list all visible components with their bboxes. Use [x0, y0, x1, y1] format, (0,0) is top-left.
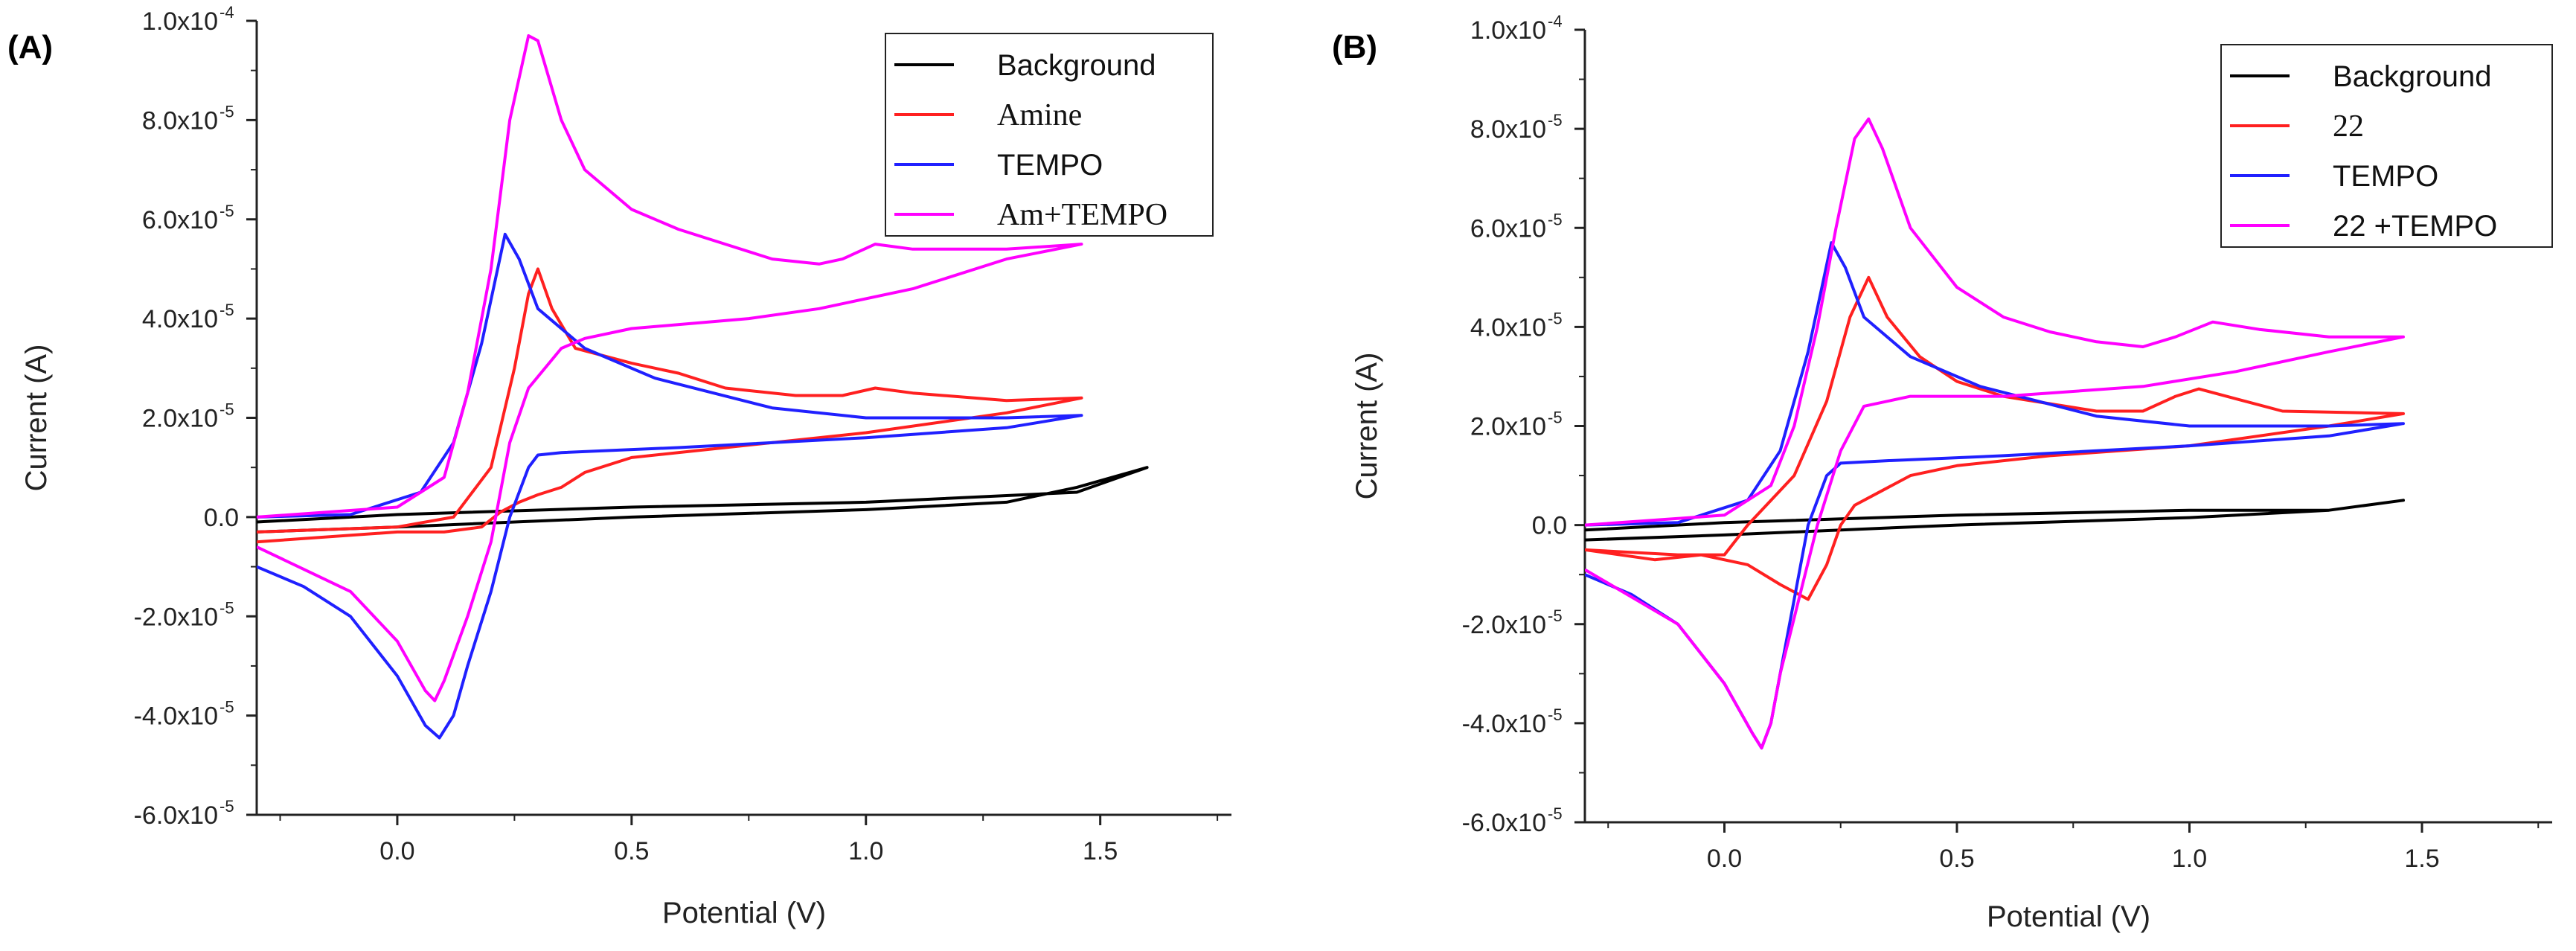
- y-tick-exponent: -5: [1548, 210, 1563, 228]
- panel-a: (A)1.0x10 -48.0x10 -56.0x10 -54.0x10 -52.0x1…: [7, 3, 1231, 929]
- legend-label: Am+TEMPO: [997, 198, 1167, 232]
- y-tick-label: 1.0x10: [1470, 16, 1546, 45]
- x-tick-label: 0.5: [1939, 845, 1974, 873]
- x-tick-label: 1.0: [2172, 845, 2207, 873]
- y-tick-label: 2.0x10: [1470, 413, 1546, 441]
- x-tick-label: 1.5: [2404, 845, 2439, 873]
- y-tick-exponent: -5: [220, 102, 234, 121]
- x-tick-label: 0.0: [379, 837, 414, 865]
- y-tick-label: 0.0: [204, 504, 239, 532]
- legend-label: 22: [2333, 109, 2364, 144]
- y-tick-label: 4.0x10: [1470, 313, 1546, 342]
- panel-b: (B) 1.0x10 -48.0x10 -56.0x10 -54.0x10 -52.0x1…: [1332, 12, 2553, 933]
- x-tick-label: 1.5: [1083, 837, 1118, 865]
- y-tick-label: 0.0: [1532, 512, 1567, 540]
- series-line-22: [1585, 275, 2405, 601]
- x-tick-label: 0.5: [614, 837, 649, 865]
- y-tick-exponent: -5: [220, 400, 234, 419]
- x-tick-label: 1.0: [848, 837, 883, 865]
- y-tick-label: -6.0x10: [1462, 809, 1546, 837]
- y-tick-exponent: -5: [220, 797, 234, 816]
- series-line-tempo: [1585, 241, 2405, 750]
- y-tick-exponent: -4: [220, 3, 234, 22]
- y-tick-label: 8.0x10: [142, 106, 218, 135]
- y-tick-exponent: -5: [1548, 111, 1563, 129]
- x-axis-title: Potential (V): [662, 897, 826, 929]
- y-tick-exponent: -5: [1548, 705, 1563, 724]
- y-tick-label: 4.0x10: [142, 305, 218, 333]
- y-tick-exponent: -5: [1548, 804, 1563, 823]
- y-tick-label: 1.0x10: [142, 7, 218, 36]
- y-tick-label: 2.0x10: [142, 405, 218, 433]
- legend-box: [885, 33, 1214, 237]
- y-tick-exponent: -5: [220, 202, 234, 220]
- legend-label: Amine: [997, 98, 1082, 132]
- series-line-background: [1585, 499, 2405, 542]
- legend-label: Background: [997, 49, 1156, 82]
- y-tick-label: 6.0x10: [1470, 214, 1546, 243]
- y-tick-exponent: -5: [1548, 409, 1563, 427]
- series-line-background: [257, 466, 1149, 534]
- y-axis-title: Current (A): [20, 345, 53, 492]
- y-tick-label: -2.0x10: [134, 603, 218, 631]
- y-tick-exponent: -5: [220, 698, 234, 717]
- legend-box: [2220, 44, 2553, 248]
- series-line-tempo: [257, 232, 1083, 740]
- panel-label: (B): [1332, 29, 1377, 65]
- y-tick-exponent: -5: [220, 301, 234, 319]
- series-line-22-tempo: [1585, 117, 2405, 750]
- y-tick-label: -2.0x10: [1462, 611, 1546, 639]
- panel-label: (A): [7, 29, 53, 65]
- x-axis-title: Potential (V): [1987, 900, 2150, 933]
- legend-label: Background: [2333, 60, 2491, 93]
- y-tick-label: 8.0x10: [1470, 115, 1546, 144]
- y-tick-exponent: -5: [220, 598, 234, 617]
- series-line-am-tempo: [257, 34, 1083, 702]
- y-axis-title: Current (A): [1351, 353, 1383, 500]
- y-tick-exponent: -5: [1548, 606, 1563, 625]
- legend-label: 22 +TEMPO: [2333, 210, 2497, 243]
- y-tick-label: 6.0x10: [142, 206, 218, 234]
- series-line-amine: [257, 267, 1083, 544]
- legend-label: TEMPO: [2333, 160, 2438, 193]
- y-tick-exponent: -4: [1548, 12, 1563, 31]
- legend-label: TEMPO: [997, 149, 1103, 182]
- y-tick-exponent: -5: [1548, 309, 1563, 327]
- y-tick-label: -4.0x10: [1462, 710, 1546, 738]
- y-tick-label: -4.0x10: [134, 702, 218, 731]
- y-tick-label: -6.0x10: [134, 801, 218, 830]
- x-tick-label: 0.0: [1707, 845, 1742, 873]
